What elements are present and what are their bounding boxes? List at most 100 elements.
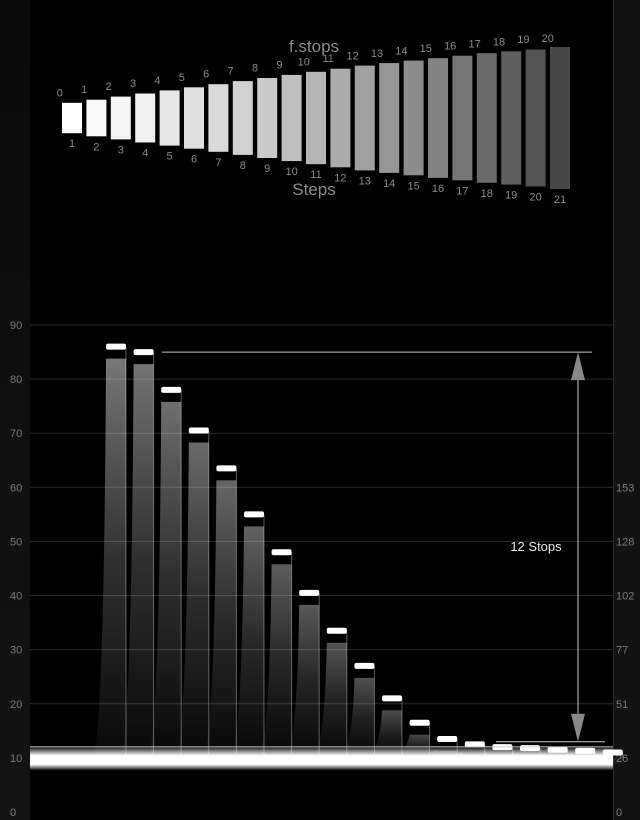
waveform-level xyxy=(188,427,209,434)
waveform-step xyxy=(257,549,293,758)
y-tick-label-left: 0 xyxy=(10,807,16,819)
waveform-level xyxy=(133,349,154,356)
waveform-level xyxy=(106,343,126,350)
stop-label: 10 xyxy=(298,56,310,68)
y-tick-label-left: 30 xyxy=(10,645,22,657)
waveform-step xyxy=(147,386,182,758)
stop-label: 13 xyxy=(371,48,383,60)
waveform-step xyxy=(92,343,127,758)
step-label: 21 xyxy=(554,194,566,206)
waveform-level xyxy=(382,695,402,702)
step-patch xyxy=(354,65,375,171)
y-tick-label-right: 0 xyxy=(616,807,622,819)
step-patch xyxy=(476,53,497,183)
step-patch xyxy=(110,96,131,140)
waveform-level xyxy=(464,741,485,748)
stop-label: 17 xyxy=(468,38,480,50)
step-patch xyxy=(281,74,302,162)
arrow-down-icon xyxy=(571,713,585,742)
stop-label: 15 xyxy=(420,43,432,55)
step-label: 7 xyxy=(215,157,221,169)
waveform-step xyxy=(230,511,265,758)
y-tick-label-left: 40 xyxy=(10,591,22,603)
waveform-glow xyxy=(174,442,209,758)
step-patch xyxy=(501,51,522,185)
noise-floor-band xyxy=(30,747,613,770)
stop-label: 1 xyxy=(81,84,87,96)
step-patch xyxy=(62,102,82,134)
stop-label: 12 xyxy=(346,50,358,62)
waveform-level xyxy=(326,627,347,634)
waveform-glow xyxy=(202,480,237,758)
annotation-label: 12 Stops xyxy=(510,539,562,554)
waveform-step xyxy=(174,427,210,758)
y-tick-label-right: 51 xyxy=(616,699,628,711)
stop-label: 18 xyxy=(493,36,505,48)
waveform-step xyxy=(368,695,403,758)
stop-label: 5 xyxy=(179,72,185,84)
x-axis-label: Steps xyxy=(292,180,335,199)
step-label: 19 xyxy=(505,190,517,202)
y-tick-label-right: 128 xyxy=(616,536,634,548)
step-patch xyxy=(379,63,400,173)
waveform-level xyxy=(161,386,182,393)
step-patch xyxy=(232,81,253,155)
stop-label: 3 xyxy=(130,78,136,90)
waveform-level xyxy=(354,662,375,669)
step-label: 12 xyxy=(334,172,346,184)
step-label: 14 xyxy=(383,178,395,190)
step-label: 2 xyxy=(93,141,99,153)
step-patch xyxy=(257,78,278,158)
y-tick-label-right: 102 xyxy=(616,591,634,603)
y-tick-label-left: 60 xyxy=(10,482,22,494)
step-patch xyxy=(208,84,229,152)
stop-label: 20 xyxy=(542,33,554,45)
step-patch xyxy=(525,49,546,187)
waveform-level xyxy=(299,589,320,596)
y-tick-label-left: 70 xyxy=(10,428,22,440)
y-tick-label-left: 20 xyxy=(10,699,22,711)
step-label: 9 xyxy=(264,163,270,175)
step-label: 18 xyxy=(481,188,493,200)
y-tick-label-left: 90 xyxy=(10,320,22,332)
step-label: 6 xyxy=(191,154,197,166)
stop-label: 19 xyxy=(517,34,529,46)
step-patch xyxy=(403,60,424,176)
stop-label: 6 xyxy=(203,69,209,81)
step-patch xyxy=(86,99,107,137)
waveform-step xyxy=(202,465,237,758)
stop-label: 0 xyxy=(57,87,63,99)
step-label: 13 xyxy=(359,175,371,187)
step-patch xyxy=(159,90,180,146)
waveform-glow xyxy=(285,604,320,758)
step-label: 15 xyxy=(407,180,419,192)
waveform-step xyxy=(285,589,320,758)
waveform-glow xyxy=(230,526,264,758)
stop-label: 8 xyxy=(252,62,258,74)
waveform-glow xyxy=(312,642,347,758)
y-tick-label-right: 153 xyxy=(616,482,634,494)
step-patch xyxy=(428,58,448,178)
waveform-level xyxy=(216,465,237,472)
stop-label: 2 xyxy=(106,81,112,93)
step-label: 16 xyxy=(432,183,444,195)
step-patch xyxy=(306,71,326,165)
step-label: 17 xyxy=(456,185,468,197)
stop-label: 9 xyxy=(276,59,282,71)
y-tick-label-right: 77 xyxy=(616,645,628,657)
step-label: 20 xyxy=(529,192,541,204)
scope-frame-right xyxy=(613,0,640,820)
waveform-level xyxy=(271,549,292,556)
stop-label: 7 xyxy=(228,66,234,78)
step-label: 11 xyxy=(310,169,321,181)
waveform-step xyxy=(340,662,375,758)
step-patch xyxy=(330,68,351,168)
waveform-glow xyxy=(147,401,182,758)
chart-title: f.stops xyxy=(289,37,339,56)
waveform-level xyxy=(409,719,430,726)
dynamic-range-annotation: 12 Stops xyxy=(162,351,605,743)
step-label: 5 xyxy=(167,151,173,163)
step-patch xyxy=(550,47,570,189)
stop-label: 4 xyxy=(154,75,160,87)
